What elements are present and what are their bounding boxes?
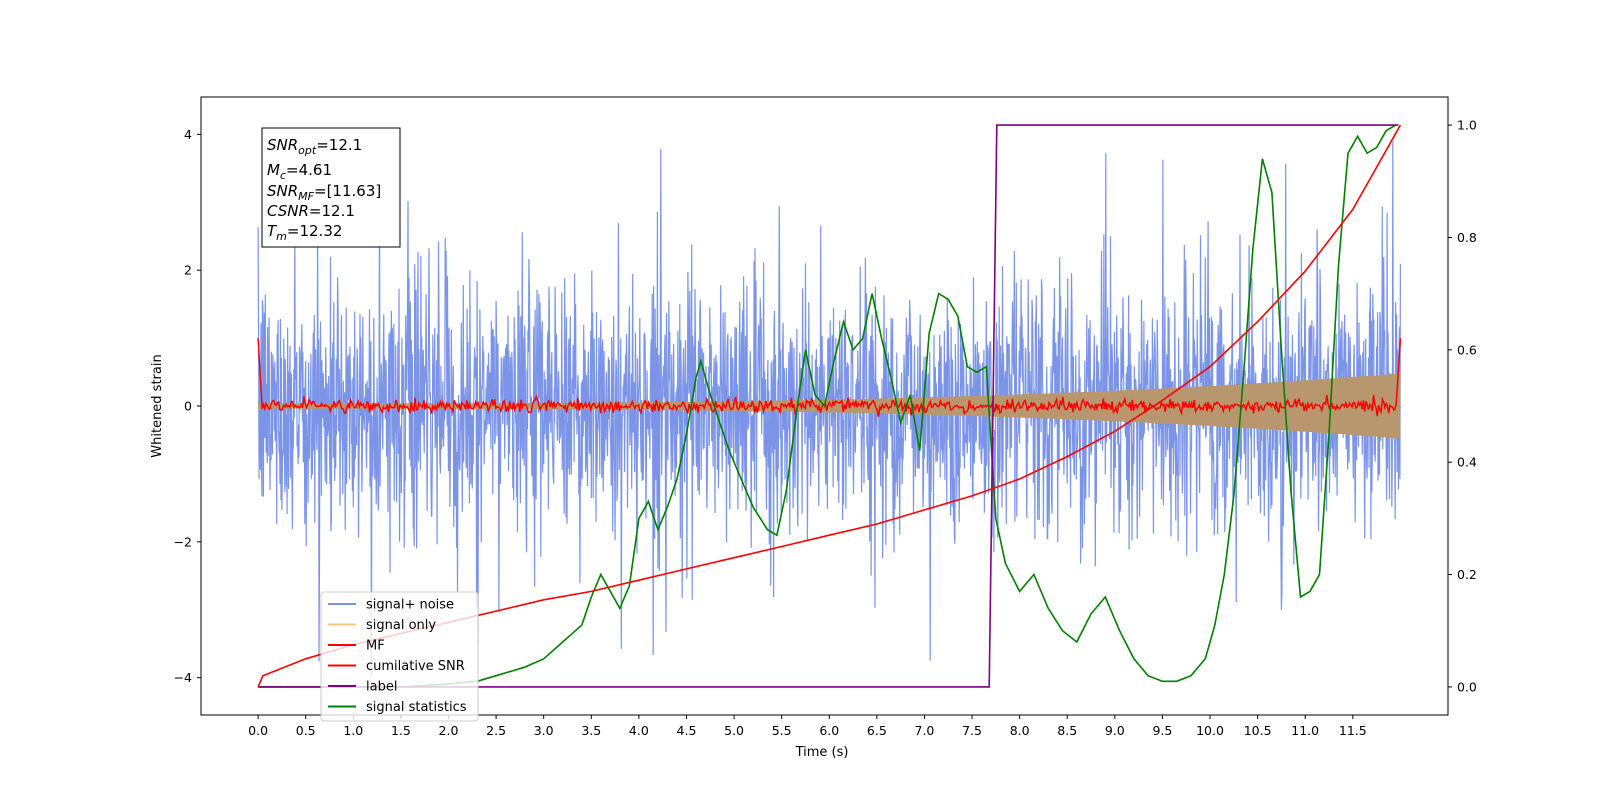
x-tick-label: 10.5 (1244, 723, 1272, 738)
x-tick-label: 4.5 (677, 723, 697, 738)
annotation-frame (261, 127, 401, 248)
x-tick-label: 6.5 (867, 723, 887, 738)
annotation-snr-mf: SNRMF=[11.63] (267, 182, 381, 203)
x-tick-label: 1.5 (391, 723, 411, 738)
x-tick-label: 3.5 (581, 723, 601, 738)
annotation-mc: Mc=4.61 (267, 161, 332, 182)
legend-label: signal+ noise (366, 598, 454, 613)
y-tick-label: 0 (184, 399, 192, 414)
x-tick-label: 3.0 (534, 723, 554, 738)
legend-label: signal only (366, 618, 436, 633)
y2-tick-label: 0.0 (1457, 679, 1477, 694)
left-axis-series-layer (257, 141, 1402, 677)
y2-tick-label: 0.6 (1457, 342, 1477, 357)
series-signal-statistics-line (258, 124, 1397, 688)
legend-frame (320, 591, 479, 722)
y2-tick-label: 0.8 (1457, 230, 1477, 245)
legend-label: signal statistics (366, 700, 467, 715)
series-label-line (258, 124, 1399, 688)
x-tick-label: 2.0 (439, 723, 459, 738)
x-tick-label: 5.0 (724, 723, 744, 738)
annotation-box: SNRopt=12.1 Mc=4.61 SNRMF=[11.63] CSNR=1… (261, 127, 401, 248)
y2-tick-label: 0.2 (1457, 567, 1477, 582)
series-signal-only-band (258, 373, 1401, 439)
x-tick-label: 6.0 (819, 723, 839, 738)
y2-tick-label: 0.4 (1457, 455, 1477, 470)
x-tick-label: 11.0 (1291, 723, 1319, 738)
y-tick-label: −4 (174, 670, 192, 685)
x-tick-label: 0.5 (296, 723, 316, 738)
y-axis-label: Whitened strain (150, 354, 165, 457)
x-tick-label: 8.0 (1010, 723, 1030, 738)
x-tick-label: 7.0 (915, 723, 935, 738)
x-tick-label: 5.5 (772, 723, 792, 738)
y2-tick-label: 1.0 (1457, 118, 1477, 133)
legend-label: label (366, 680, 397, 695)
legend-label: MF (366, 639, 385, 654)
x-axis-ticks: 0.0 0.5 1.0 1.5 2.0 2.5 3.0 3.5 4.0 4.5 5.0 5.5 6.0 6… (248, 715, 1367, 738)
legend: signal+ noise signal only MF cumilative SNR… (320, 591, 479, 722)
y-tick-label: 2 (184, 263, 192, 278)
x-tick-label: 10.0 (1196, 723, 1224, 738)
annotation-csnr: CSNR=12.1 (267, 202, 355, 220)
x-tick-label: 9.0 (1105, 723, 1125, 738)
x-tick-label: 4.0 (629, 723, 649, 738)
x-tick-label: 8.5 (1057, 723, 1077, 738)
legend-label: cumilative SNR (366, 659, 465, 674)
x-axis-label: Time (s) (795, 745, 849, 760)
annotation-tm: Tm=12.32 (267, 222, 342, 243)
annotation-snr-opt: SNRopt=12.1 (267, 136, 362, 157)
x-tick-label: 0.0 (248, 723, 268, 738)
series-mf-line (257, 338, 1402, 417)
x-tick-label: 11.5 (1339, 723, 1367, 738)
y-tick-label: 4 (184, 127, 192, 142)
y-axis-ticks: −4 −2 0 2 4 (174, 127, 201, 685)
y2-axis-ticks: 0.0 0.2 0.4 0.6 0.8 1.0 (1448, 118, 1477, 694)
x-tick-label: 1.0 (343, 723, 363, 738)
x-tick-label: 7.5 (962, 723, 982, 738)
x-tick-label: 9.5 (1152, 723, 1172, 738)
y-tick-label: −2 (174, 534, 192, 549)
x-tick-label: 2.5 (486, 723, 506, 738)
